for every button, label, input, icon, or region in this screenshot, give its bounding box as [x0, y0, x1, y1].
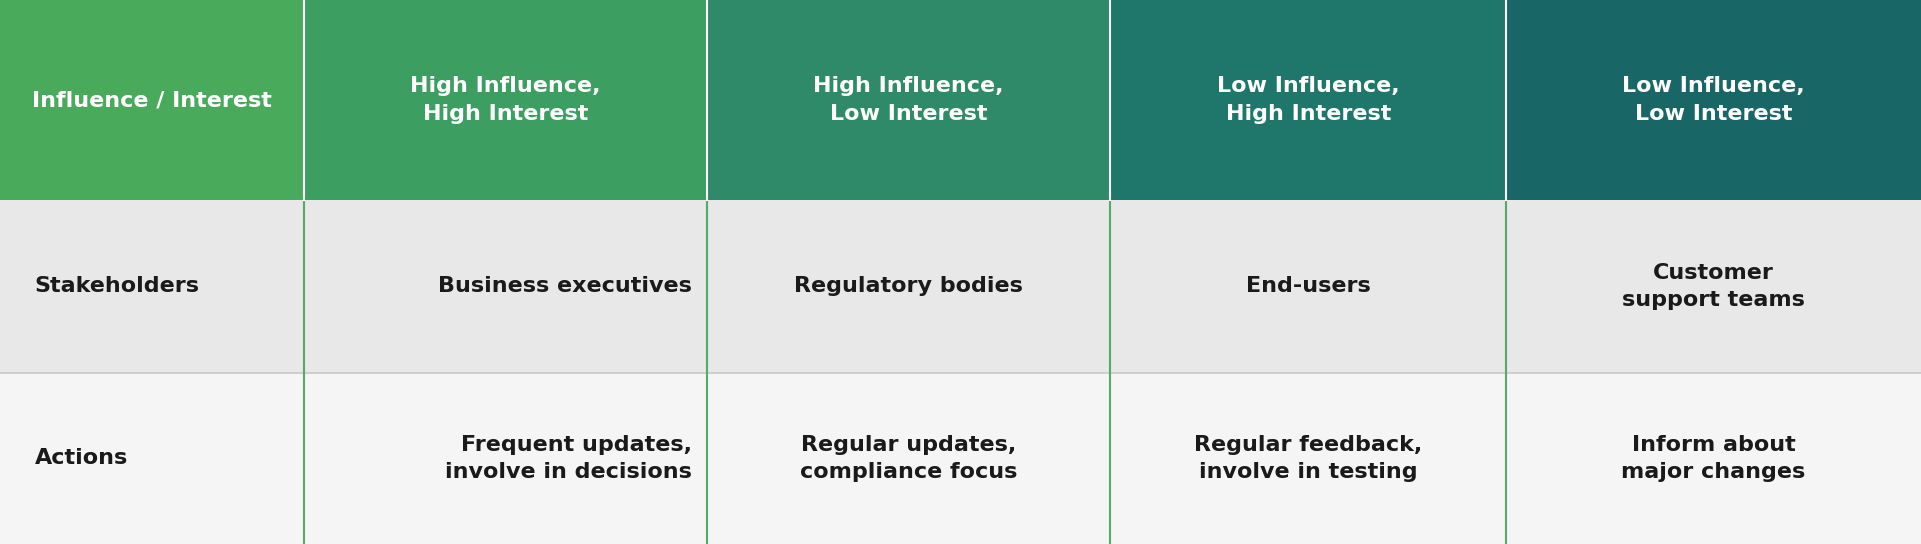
Text: Stakeholders: Stakeholders [35, 276, 200, 296]
Bar [1506, 0, 1921, 200]
Bar [0, 200, 304, 373]
Bar [304, 373, 707, 544]
Bar [1506, 200, 1921, 373]
Bar [707, 373, 1110, 544]
Text: Regulatory bodies: Regulatory bodies [793, 276, 1024, 296]
Text: Actions: Actions [35, 448, 129, 468]
Text: Influence / Interest: Influence / Interest [33, 90, 271, 110]
Text: High Influence,
High Interest: High Influence, High Interest [409, 76, 601, 124]
Text: Low Influence,
High Interest: Low Influence, High Interest [1216, 76, 1400, 124]
Text: High Influence,
Low Interest: High Influence, Low Interest [813, 76, 1005, 124]
Text: Customer
support teams: Customer support teams [1621, 263, 1806, 310]
Bar [0, 373, 304, 544]
Bar [707, 0, 1110, 200]
Bar [0, 0, 304, 200]
Text: Inform about
major changes: Inform about major changes [1621, 435, 1806, 481]
Bar [1110, 373, 1506, 544]
Text: Low Influence,
Low Interest: Low Influence, Low Interest [1621, 76, 1806, 124]
Text: End-users: End-users [1247, 276, 1370, 296]
Bar [1506, 373, 1921, 544]
Text: Regular feedback,
involve in testing: Regular feedback, involve in testing [1195, 435, 1422, 481]
Bar [707, 200, 1110, 373]
Bar [304, 0, 707, 200]
Bar [304, 200, 707, 373]
Bar [1110, 200, 1506, 373]
Text: Frequent updates,
involve in decisions: Frequent updates, involve in decisions [444, 435, 692, 481]
Bar [1110, 0, 1506, 200]
Text: Business executives: Business executives [438, 276, 692, 296]
Text: Regular updates,
compliance focus: Regular updates, compliance focus [799, 435, 1018, 481]
